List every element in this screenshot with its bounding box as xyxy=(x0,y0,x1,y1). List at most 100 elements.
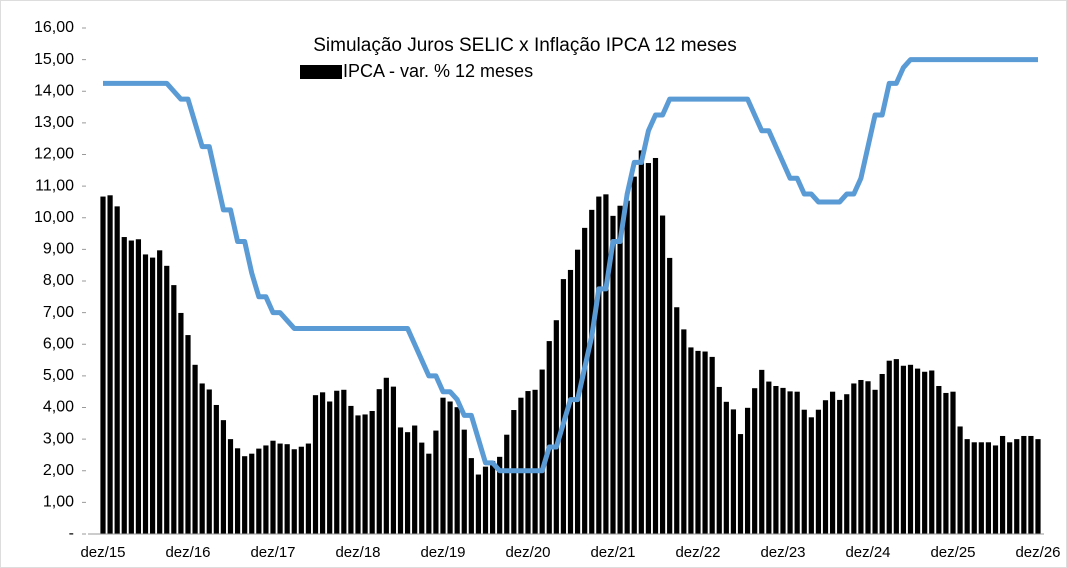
bar xyxy=(822,400,829,534)
bar xyxy=(178,312,184,534)
bar xyxy=(362,414,368,534)
bar xyxy=(914,368,921,534)
bar xyxy=(234,448,241,534)
x-tick-label: dez/20 xyxy=(505,544,550,561)
y-tick-label: 11,00 xyxy=(35,177,74,194)
bar xyxy=(652,157,659,534)
bar xyxy=(433,430,439,534)
y-tick-label: 15,00 xyxy=(34,51,74,68)
bar xyxy=(907,364,914,534)
bar xyxy=(943,392,949,534)
bar xyxy=(837,399,843,534)
bar xyxy=(312,395,319,534)
bar xyxy=(376,389,382,534)
bar xyxy=(900,365,907,534)
y-tick-label: 3,00 xyxy=(43,430,74,447)
bar xyxy=(497,456,503,534)
bar xyxy=(504,434,510,534)
bar xyxy=(950,391,956,534)
bar xyxy=(985,442,992,534)
bar xyxy=(865,381,871,534)
bar xyxy=(383,377,389,534)
bar xyxy=(964,439,970,534)
bar xyxy=(723,401,729,534)
x-tick-label: dez/15 xyxy=(80,544,125,561)
bar xyxy=(872,389,878,534)
bar xyxy=(369,410,375,534)
y-tick-label: 13,00 xyxy=(34,114,74,131)
bar xyxy=(390,386,397,534)
bar xyxy=(426,453,432,534)
bar xyxy=(489,460,496,534)
bar xyxy=(419,442,425,534)
bar xyxy=(978,442,984,534)
bar xyxy=(844,394,850,534)
bar xyxy=(142,254,149,534)
bar xyxy=(752,388,758,534)
bar xyxy=(199,383,205,534)
bar xyxy=(277,443,283,534)
bar xyxy=(829,391,836,534)
bar xyxy=(674,307,680,534)
bar xyxy=(992,445,999,534)
bar xyxy=(334,390,340,534)
bar xyxy=(291,449,297,534)
bar xyxy=(539,369,545,534)
bar xyxy=(929,370,935,534)
bar xyxy=(560,279,567,534)
legend-label: IPCA - var. % 12 meses xyxy=(343,61,533,81)
x-tick-label: dez/19 xyxy=(420,544,465,561)
bar xyxy=(971,442,977,534)
bar xyxy=(1028,435,1034,534)
bar xyxy=(192,364,198,534)
bar xyxy=(149,257,156,534)
bar xyxy=(404,432,411,534)
bar xyxy=(348,405,354,534)
bar xyxy=(886,360,892,534)
y-tick-label: 10,00 xyxy=(34,209,74,226)
bar xyxy=(185,335,191,534)
y-tick-label: - xyxy=(69,525,74,542)
bar xyxy=(582,227,588,534)
x-tick-label: dez/16 xyxy=(165,544,210,561)
y-tick-label: 2,00 xyxy=(43,462,74,479)
bar xyxy=(475,474,482,534)
y-tick-label: 6,00 xyxy=(43,335,74,352)
bar xyxy=(638,150,644,535)
bar xyxy=(319,392,326,534)
bar xyxy=(659,215,666,534)
bar xyxy=(1035,439,1041,534)
bar xyxy=(532,389,538,534)
bar xyxy=(440,397,446,534)
bar xyxy=(249,453,255,534)
bar xyxy=(737,434,744,534)
bar xyxy=(171,285,177,534)
bar xyxy=(645,163,652,534)
bar xyxy=(341,389,347,534)
bar xyxy=(327,401,333,534)
bar xyxy=(957,426,963,534)
bar xyxy=(114,206,120,535)
bar xyxy=(1014,439,1020,534)
bar xyxy=(305,443,312,534)
y-tick-label: 5,00 xyxy=(43,367,74,384)
bar xyxy=(518,397,524,534)
bar xyxy=(766,381,772,534)
x-tick-label: dez/18 xyxy=(335,544,380,561)
bar xyxy=(1007,442,1013,534)
bar xyxy=(412,425,418,534)
bar xyxy=(468,458,474,534)
x-tick-label: dez/24 xyxy=(845,544,890,561)
bar xyxy=(794,391,800,534)
bar xyxy=(596,196,602,534)
bar xyxy=(808,417,814,534)
bar xyxy=(284,444,290,534)
bar xyxy=(107,195,113,534)
bar xyxy=(681,329,687,534)
bar xyxy=(858,379,864,534)
y-tick-label: 12,00 xyxy=(34,146,74,163)
bar xyxy=(100,196,106,534)
bar xyxy=(157,250,163,535)
